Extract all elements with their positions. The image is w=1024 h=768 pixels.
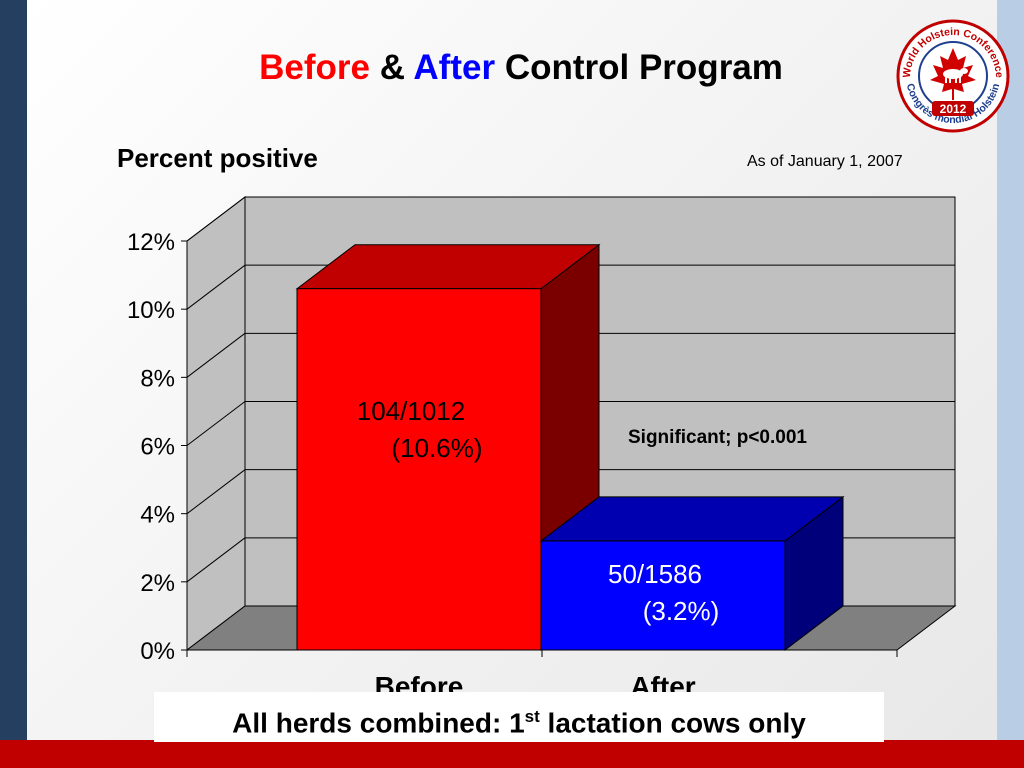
data-label: 50/1586 xyxy=(608,559,702,589)
bottom-accent-band xyxy=(0,740,1024,768)
y-tick-label: 10% xyxy=(127,297,175,324)
y-axis-title: Percent positive xyxy=(117,143,318,173)
date-note: As of January 1, 2007 xyxy=(747,153,903,170)
y-tick-label: 2% xyxy=(140,570,175,597)
bar-after xyxy=(540,540,786,651)
title-before: Before xyxy=(259,48,370,87)
footer-note-text: All herds combined: 1 xyxy=(232,707,525,739)
title-after: After xyxy=(413,48,496,87)
cow-icon xyxy=(943,68,968,83)
footer-note: All herds combined: 1st lactation cows o… xyxy=(154,692,884,742)
y-tick-label: 12% xyxy=(127,229,175,256)
gridline-side xyxy=(186,469,246,515)
y-tick-label: 6% xyxy=(140,434,175,461)
significance-note: Significant; p<0.001 xyxy=(628,427,807,448)
slide-title: Before & After Control Program xyxy=(0,48,1024,88)
gridline-side xyxy=(186,196,246,242)
right-accent-bar xyxy=(997,0,1024,768)
bar-before xyxy=(296,288,542,651)
gridline-side xyxy=(186,332,246,378)
footer-note-text-end: lactation cows only xyxy=(539,707,806,739)
y-tick-label: 0% xyxy=(140,638,175,665)
chart-bars: 104/1012 (10.6%) 50/1586 (3.2%) xyxy=(295,243,845,652)
conference-logo: World Holstein Conference Congrès mondia… xyxy=(896,19,1010,133)
title-ampersand: & xyxy=(379,48,405,87)
gridline-side xyxy=(186,401,246,446)
title-rest: Control Program xyxy=(504,48,783,87)
data-label: (3.2%) xyxy=(643,596,720,626)
gridline-side xyxy=(186,537,246,583)
logo-year: 2012 xyxy=(940,102,967,116)
y-tick-label: 4% xyxy=(140,502,175,529)
footer-note-superscript: st xyxy=(524,707,540,726)
left-accent-bar xyxy=(0,0,27,768)
gridline-side xyxy=(186,264,246,310)
data-label: 104/1012 xyxy=(357,396,465,426)
data-label: (10.6%) xyxy=(391,433,482,463)
y-tick-label: 8% xyxy=(140,365,175,392)
